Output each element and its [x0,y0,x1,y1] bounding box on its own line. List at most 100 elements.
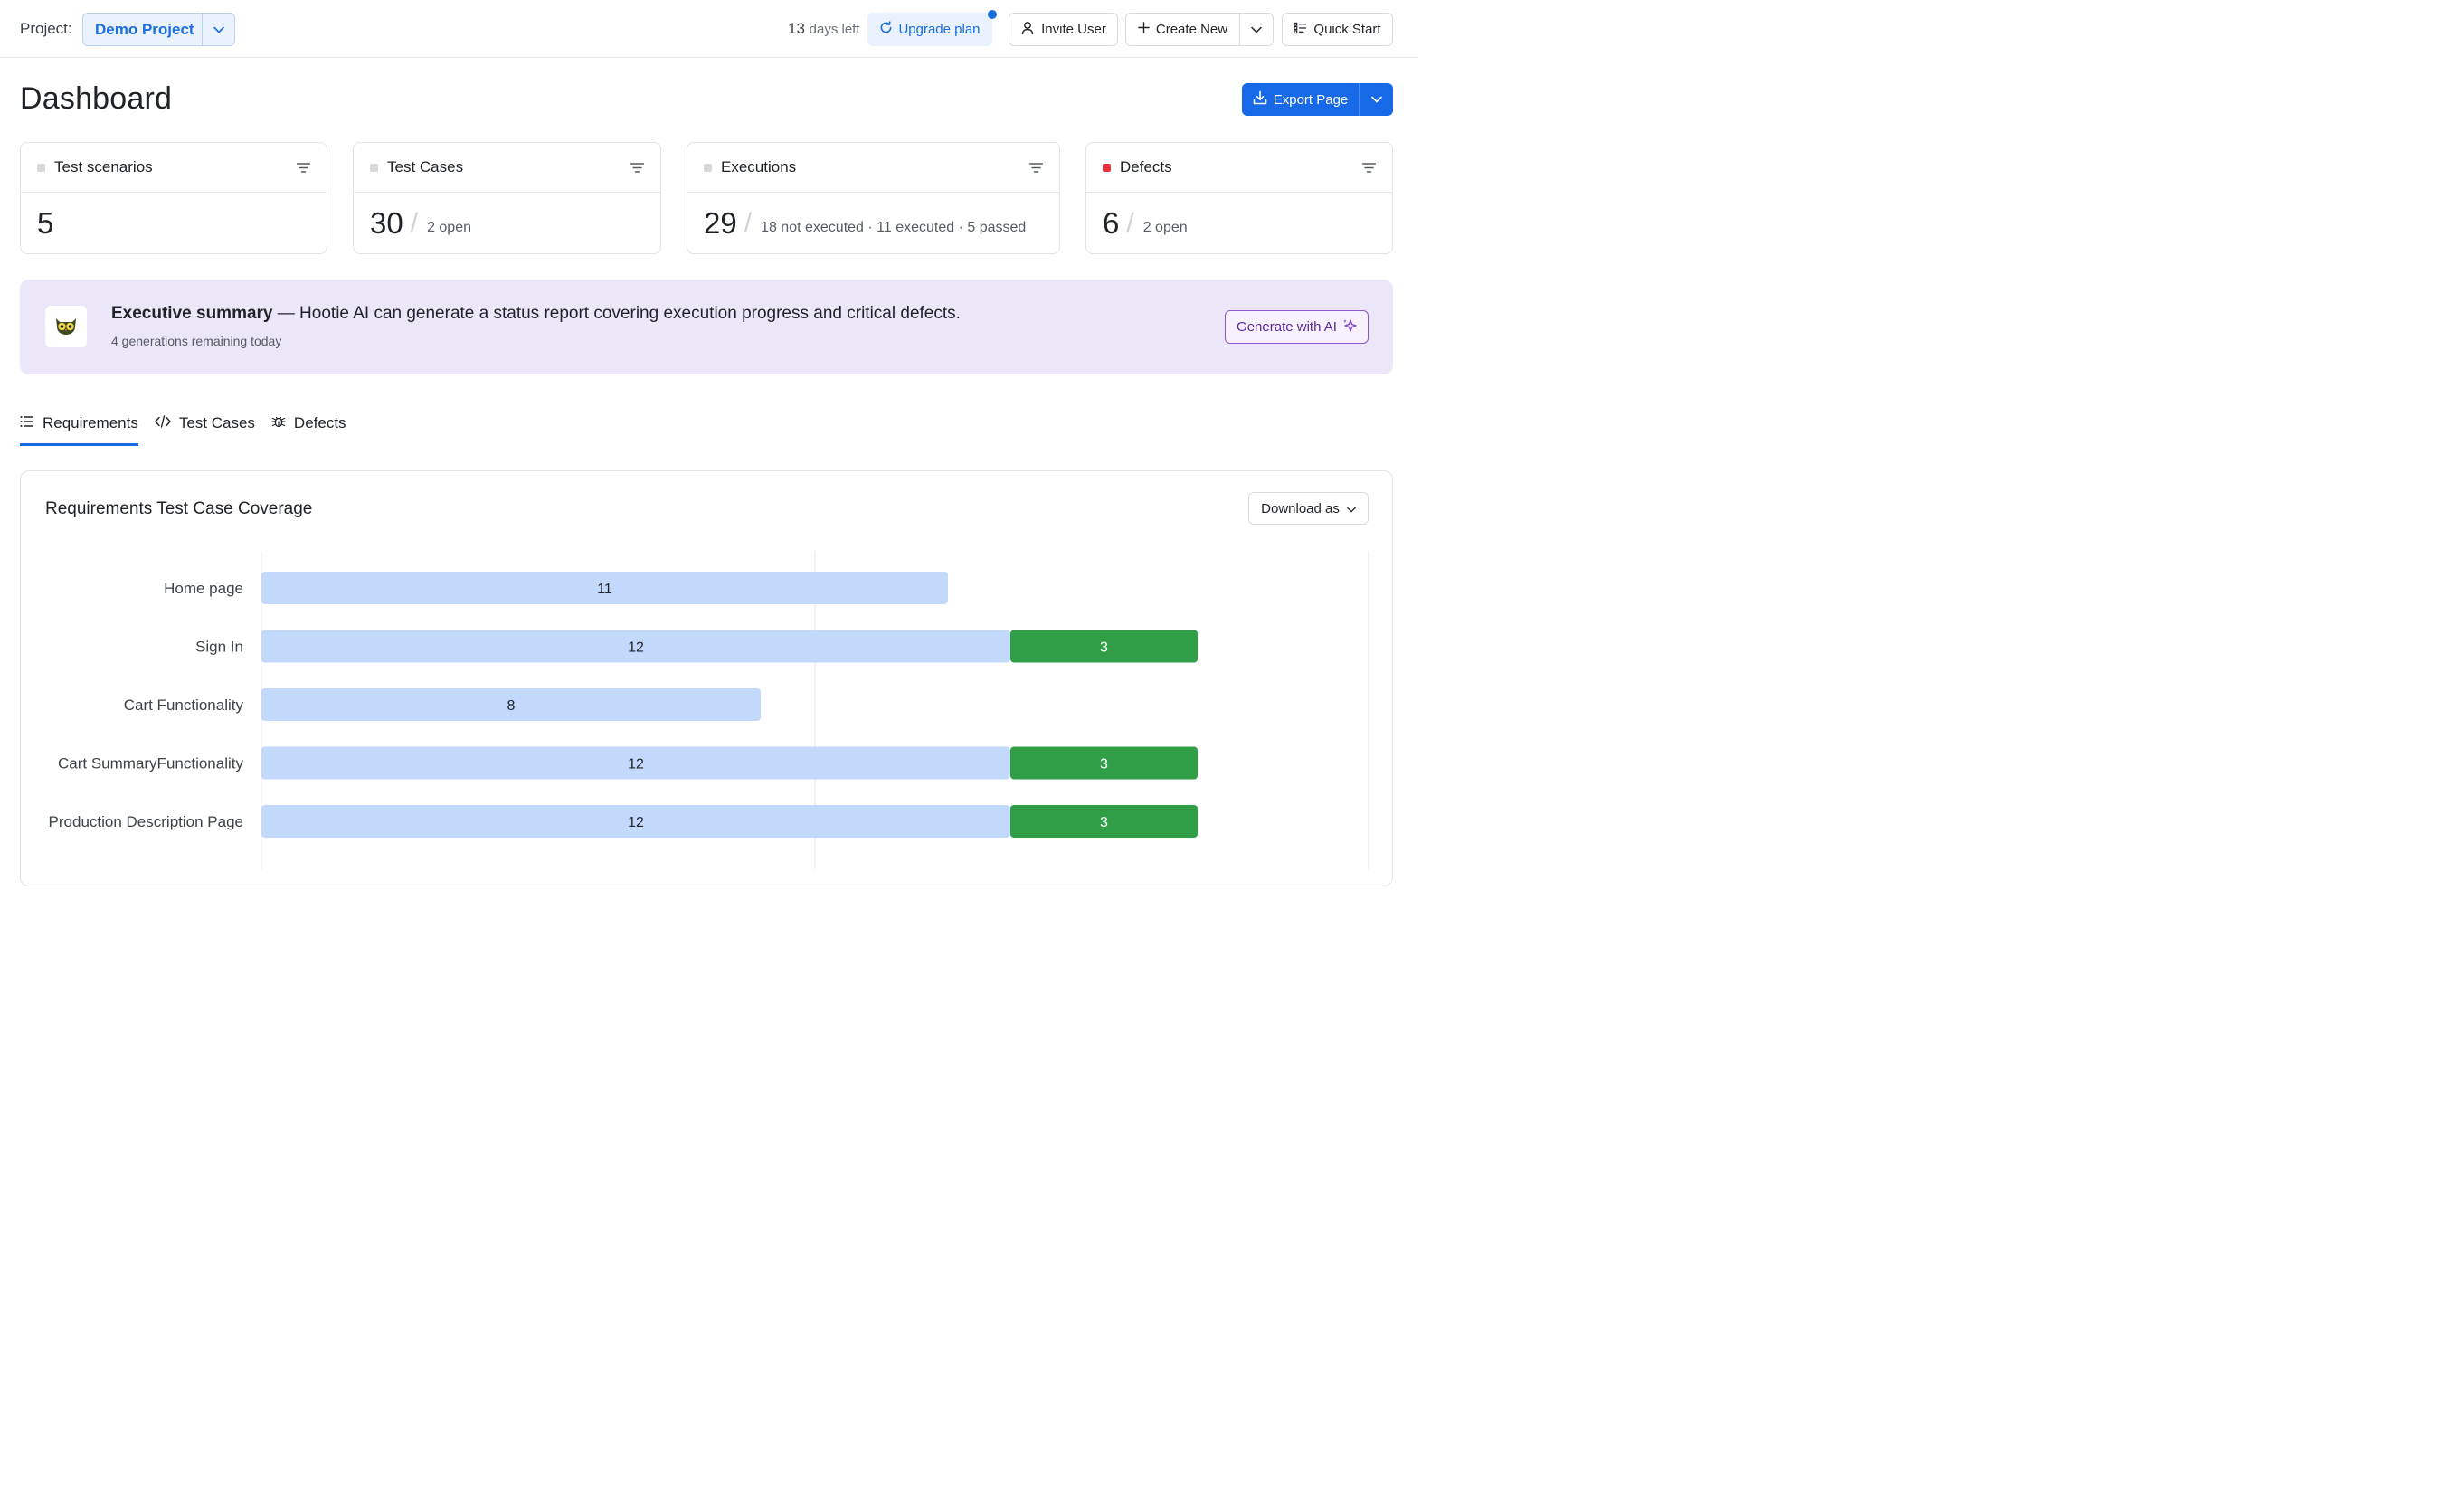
project-selector[interactable]: Demo Project [82,13,235,46]
project-label: Project: [20,20,72,37]
category-label: Sign In [195,639,243,656]
card-title: Test Cases [387,158,464,175]
refresh-icon [879,21,893,38]
card-title: Executions [721,158,797,175]
bar-value-label: 3 [1100,640,1108,656]
card-body: 6 / 2 open [1086,193,1392,254]
bar-value-label: 3 [1100,757,1108,772]
bar-segment [1010,630,1198,663]
days-left-text: days left [809,22,860,37]
stat-card-executions[interactable]: Executions 29 / 18 not executed · 11 exe… [687,142,1060,254]
invite-user-label: Invite User [1041,22,1106,37]
bar-segment [261,688,761,721]
bar-value-label: 12 [628,757,644,772]
quick-start-button[interactable]: Quick Start [1282,13,1393,46]
export-page-label: Export Page [1273,91,1349,108]
chevron-down-icon[interactable] [1240,26,1273,33]
upgrade-plan-label: Upgrade plan [898,22,981,37]
summary-description: — Hootie AI can generate a status report… [272,304,961,323]
checklist-icon [1294,22,1307,38]
summary-text: Executive summary — Hootie AI can genera… [111,304,961,324]
tab-label: Defects [293,414,346,431]
tab-label: Requirements [43,414,138,431]
list-icon [20,414,34,432]
status-dot [37,163,45,172]
executive-summary-banner: Executive summary — Hootie AI can genera… [20,280,1393,374]
chart-title: Requirements Test Case Coverage [45,499,313,518]
tab-test-cases[interactable]: Test Cases [155,403,271,443]
generate-with-ai-label: Generate with AI [1237,319,1337,335]
download-as-button[interactable]: Download as [1248,492,1369,525]
notification-dot [988,10,997,19]
card-value: 30 [370,206,403,240]
project-name[interactable]: Demo Project [83,14,203,45]
separator-slash: / [1126,208,1134,238]
card-title: Test scenarios [54,158,153,175]
stat-card-defects[interactable]: Defects 6 / 2 open [1085,142,1393,254]
create-new-label: Create New [1155,22,1228,37]
export-page-button[interactable]: Export Page [1242,83,1360,116]
card-subtext: 2 open [1142,220,1188,235]
tab-requirements[interactable]: Requirements [20,403,138,446]
card-value: 6 [1103,206,1120,240]
chevron-down-icon[interactable] [1360,83,1393,116]
generate-with-ai-button[interactable]: Generate with AI [1225,310,1369,344]
quick-start-label: Quick Start [1313,22,1381,37]
tab-label: Test Cases [178,414,255,431]
category-label: Cart SummaryFunctionality [58,755,244,772]
filter-icon[interactable] [1361,161,1377,177]
create-new-button[interactable]: Create New [1126,14,1240,45]
user-icon [1020,21,1035,39]
separator-slash: / [744,208,753,238]
tab-bar: Requirements Test Cases Defects [20,403,363,447]
days-left-number: 13 [788,20,805,37]
export-page-button-group: Export Page [1242,83,1393,116]
download-icon [1253,90,1267,109]
status-dot [704,163,712,172]
sparkle-icon [1342,318,1357,336]
top-bar: Project: Demo Project 13 days left Upgra… [0,0,1418,58]
category-label: Production Description Page [49,813,243,830]
bar-segment [261,746,1010,780]
bar-value-label: 12 [628,640,644,656]
status-dot [1103,163,1111,172]
chevron-down-icon[interactable] [203,14,234,45]
tab-defects[interactable]: Defects [271,403,363,443]
chevron-down-icon [1347,501,1356,516]
card-body: 30 / 2 open [354,193,660,254]
stat-card-test-cases[interactable]: Test Cases 30 / 2 open [353,142,661,254]
card-header: Test Cases [354,143,660,193]
filter-icon[interactable] [630,161,645,177]
bar-value-label: 11 [597,582,612,597]
owl-icon [45,306,87,347]
filter-icon[interactable] [1028,161,1044,177]
card-header: Executions [687,143,1059,193]
trial-days-left: 13 days left [788,20,860,38]
bar-segment [261,572,948,604]
card-subtext: 18 not executed · 11 executed · 5 passed [761,220,1027,235]
card-body: 5 [21,193,327,254]
filter-icon[interactable] [296,161,311,177]
upgrade-plan-button[interactable]: Upgrade plan [867,13,992,46]
status-dot [370,163,378,172]
generations-remaining: 4 generations remaining today [111,334,282,348]
card-value: 5 [37,206,54,240]
card-body: 29 / 18 not executed · 11 executed · 5 p… [687,193,1059,254]
coverage-chart-panel: Requirements Test Case Coverage Download… [20,470,1393,886]
card-subtext: 2 open [427,220,471,235]
card-title: Defects [1120,158,1172,175]
category-label: Home page [164,580,243,597]
category-label: Cart Functionality [124,696,244,714]
stat-card-test-scenarios[interactable]: Test scenarios 5 [20,142,327,254]
download-as-label: Download as [1261,500,1340,516]
card-header: Defects [1086,143,1392,193]
bar-segment [261,805,1010,838]
bar-segment [1010,746,1198,780]
invite-user-button[interactable]: Invite User [1009,13,1118,46]
summary-title: Executive summary [111,304,273,323]
coverage-bar-chart: Home page 11 Sign In 12 3 Cart Functionality 8… [49,551,1369,869]
page-title: Dashboard [20,81,173,116]
plus-icon [1138,22,1150,37]
bar-value-label: 12 [628,815,644,830]
bar-segment [1010,805,1198,838]
